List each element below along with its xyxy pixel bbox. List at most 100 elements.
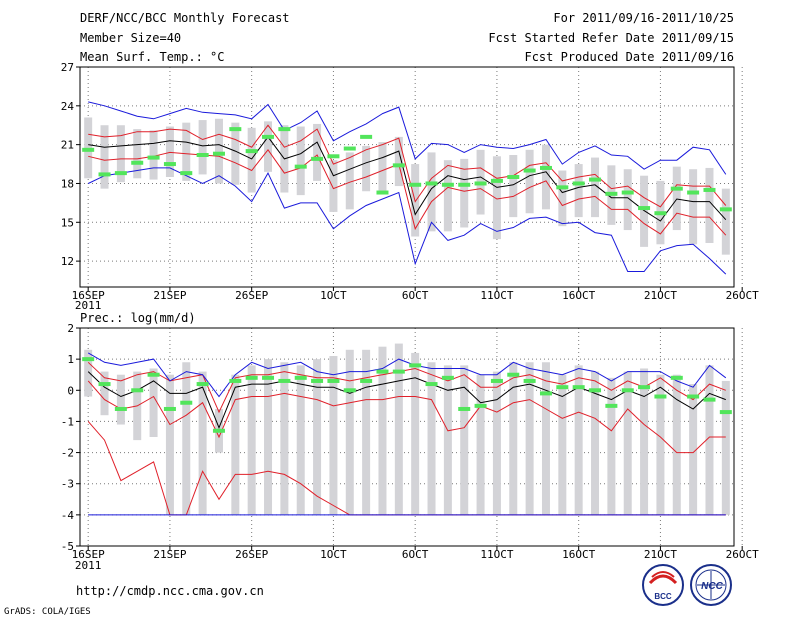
prec-panel-title: Prec.: log(mm/d) — [80, 311, 196, 325]
prec-observed-bar — [376, 369, 389, 374]
temp-observed-bar — [376, 190, 389, 195]
prec-observed-bar — [114, 406, 127, 411]
temp-xtick-label: 26OCT — [726, 289, 759, 302]
prec-observed-bar — [539, 391, 552, 396]
temp-member-range-box — [689, 169, 698, 245]
temp-observed-bar — [638, 206, 651, 211]
prec-xtick-label: 6OCT — [402, 548, 429, 561]
temp-observed-bar — [163, 162, 176, 167]
prec-member-range-box — [84, 349, 93, 397]
temp-observed-bar — [196, 153, 209, 157]
temp-member-range-box — [182, 122, 191, 181]
temp-series-lower-blue — [87, 167, 727, 275]
temp-series-upper-blue — [88, 101, 727, 175]
temp-observed-bar — [605, 191, 618, 196]
prec-observed-bar — [621, 388, 634, 393]
temp-member-range-box — [427, 152, 436, 232]
prec-member-range-box — [721, 380, 730, 515]
temp-observed-bar — [490, 178, 503, 183]
temp-member-range-box — [525, 149, 534, 214]
temp-observed-bar — [229, 127, 242, 132]
prec-member-range-box — [672, 374, 681, 515]
temp-member-range-box — [558, 170, 567, 227]
temp-member-range-box — [345, 152, 354, 210]
temp-member-range-box — [313, 123, 322, 181]
prec-ytick-label: -2 — [61, 447, 74, 460]
prec-series-lower-red — [87, 380, 726, 454]
temp-xtick-label: 6OCT — [402, 289, 429, 302]
prec-observed-bar — [507, 372, 520, 377]
prec-member-range-box — [574, 365, 583, 515]
prec-observed-bar — [441, 375, 454, 380]
prec-ytick-label: 1 — [67, 353, 74, 366]
prec-member-range-box — [231, 374, 240, 515]
temp-observed-bar — [621, 190, 634, 195]
temp-member-range-box — [149, 130, 158, 180]
prec-xtick-label: 26OCT — [726, 548, 759, 561]
temperature-panel: 12 15 18 21 24 27 16SEP 21SEP 26SEP 1OCT 6OCT 11OCT… — [61, 61, 759, 312]
temp-observed-bar — [589, 177, 602, 182]
temp-observed-bar — [539, 165, 552, 170]
prec-observed-bar — [131, 388, 144, 393]
prec-member-range-box — [247, 365, 256, 515]
prec-member-range-box — [656, 374, 665, 515]
prec-member-range-box — [591, 371, 600, 515]
temp-member-range-box — [623, 169, 632, 231]
prec-member-range-box — [541, 362, 550, 515]
temp-observed-bar — [474, 181, 487, 186]
temp-member-range-box — [133, 129, 142, 179]
prec-member-range-box — [460, 365, 469, 515]
prec-series-upper-blue — [87, 352, 727, 398]
temp-observed-bar — [719, 207, 732, 212]
temp-observed-bar — [523, 168, 536, 173]
temp-observed-bar — [572, 181, 585, 186]
temp-ytick-label: 21 — [61, 139, 74, 152]
temp-observed-bar — [147, 155, 160, 160]
prec-observed-bar — [327, 378, 340, 383]
member-size-label: Member Size=40 — [80, 31, 181, 45]
prec-xtick-label: 21SEP — [153, 548, 186, 561]
prec-observed-bar — [490, 378, 503, 383]
temp-ytick-label: 15 — [61, 216, 74, 229]
prec-observed-bar — [180, 400, 193, 405]
prec-member-range-box — [329, 356, 338, 515]
prec-observed-bar — [294, 375, 307, 380]
prec-member-range-box — [198, 371, 207, 515]
prec-member-range-box — [640, 368, 649, 515]
temp-series-ensemble-mean — [88, 136, 727, 222]
prec-observed-bar — [670, 375, 683, 380]
temp-member-range-box — [165, 126, 174, 177]
temp-observed-bar — [327, 154, 340, 159]
temp-observed-bar — [180, 171, 193, 176]
prec-member-range-box — [607, 377, 616, 515]
prec-plot-frame — [79, 327, 735, 547]
temp-member-range-box — [721, 188, 730, 255]
temp-ytick-label: 18 — [61, 177, 74, 190]
temp-observed-bar — [262, 134, 275, 139]
temp-member-range-box — [231, 122, 240, 185]
prec-xtick-label: 21OCT — [644, 548, 677, 561]
prec-member-range-box — [378, 346, 387, 515]
prec-member-range-box — [394, 343, 403, 515]
temp-observed-bar — [556, 185, 569, 190]
temp-observed-bar — [687, 190, 700, 195]
prec-observed-bar — [474, 403, 487, 408]
temp-member-range-box — [492, 156, 501, 240]
prec-observed-bar — [392, 369, 405, 374]
temp-year-label: 2011 — [75, 299, 102, 312]
prec-observed-bar — [262, 375, 275, 380]
temp-member-range-box — [509, 155, 518, 218]
prec-observed-bar — [147, 372, 160, 377]
prec-observed-bar — [458, 406, 471, 411]
prec-xtick-label: 16SEP — [72, 548, 105, 561]
ncc-logo-text: NCC — [701, 581, 723, 592]
temp-observed-bar — [458, 182, 471, 187]
prec-member-range-box — [313, 359, 322, 515]
prec-observed-bar — [343, 388, 356, 393]
prec-plot-border — [79, 327, 735, 547]
temp-ytick-label: 24 — [61, 100, 75, 113]
temp-xtick-label: 16OCT — [562, 289, 595, 302]
prec-member-range-box — [492, 371, 501, 515]
prec-observed-bar — [245, 375, 258, 380]
temp-observed-bar — [360, 134, 373, 139]
